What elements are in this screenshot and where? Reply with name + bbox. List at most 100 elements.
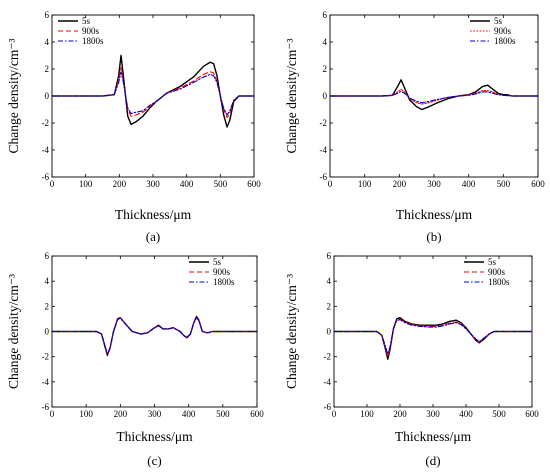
x-tick-label: 600 [531,179,545,189]
y-tick-label: 6 [323,10,328,20]
y-tick-label: 2 [45,301,50,311]
x-tick-label: 0 [332,409,337,419]
y-axis-label: Change density/cm⁻³ [284,38,299,153]
x-axis-label: Thickness/μm [395,429,472,444]
series-line-1800s [329,90,539,104]
x-tick-label: 100 [79,409,93,419]
x-tick-label: 300 [146,179,160,189]
x-tick-label: 200 [113,179,127,189]
legend-label-900s: 900s [494,26,512,36]
x-tick-label: 300 [427,179,441,189]
y-tick-label: 2 [327,301,332,311]
series-line-900s [51,316,258,356]
y-tick-label: -4 [320,145,328,155]
y-tick-label: -6 [324,402,332,412]
x-tick-label: 500 [216,409,230,419]
y-tick-label: 4 [45,276,50,286]
x-tick-label: 0 [50,179,55,189]
x-tick-label: 200 [393,179,407,189]
y-tick-label: 4 [327,276,332,286]
y-tick-label: -6 [42,402,50,412]
series-line-900s [329,88,539,105]
x-tick-label: 400 [182,409,196,419]
panel-label: (a) [146,229,160,244]
legend-label-1800s: 1800s [488,277,510,287]
series-line-5s [51,54,255,128]
x-tick-label: 400 [459,409,473,419]
y-tick-label: 0 [45,91,50,101]
y-tick-label: -6 [42,172,50,182]
x-tick-label: 400 [462,179,476,189]
chart-panel-3: 0 100 200 300 400 500 600 -6 -4 -2 0 2 4 6 5s900s1800s… [6,251,264,468]
y-tick-label: 2 [45,64,50,74]
panel-label: (c) [147,453,161,468]
y-tick-label: -4 [42,145,50,155]
x-tick-label: 0 [328,179,333,189]
y-tick-label: 0 [327,327,332,337]
x-axis-label: Thickness/μm [396,207,473,222]
chart-panel-1: 0 100 200 300 400 500 600 -6 -4 -2 0 2 4 6 5s900s1800s… [6,10,261,244]
series-line-1800s [51,71,255,116]
series-line-5s [333,316,533,360]
legend-label-1800s: 1800s [82,36,104,46]
panel-label: (b) [426,229,441,244]
legend-label-900s: 900s [213,267,231,277]
series-line-5s [51,315,258,357]
x-tick-label: 600 [525,409,539,419]
x-tick-label: 0 [50,409,55,419]
legend-label-5s: 5s [82,16,91,26]
legend-label-900s: 900s [488,267,506,277]
x-tick-label: 600 [247,179,261,189]
y-tick-label: -2 [42,118,50,128]
series-line-900s [51,67,255,119]
y-tick-label: -6 [320,172,328,182]
series-line-1800s [333,319,533,355]
y-tick-label: -2 [42,352,50,362]
x-tick-label: 500 [497,179,511,189]
y-tick-label: 4 [323,37,328,47]
x-tick-label: 500 [214,179,228,189]
y-axis-label: Change density/cm⁻³ [6,38,21,153]
y-tick-label: -4 [324,377,332,387]
series-line-5s [329,79,539,111]
y-tick-label: 0 [45,327,50,337]
y-tick-label: 0 [323,91,328,101]
panel-label: (d) [425,453,440,468]
y-axis-label: Change density/cm⁻³ [284,274,299,389]
x-tick-label: 400 [180,179,194,189]
y-tick-label: 6 [45,251,50,261]
y-tick-label: 4 [45,37,50,47]
y-axis-label: Change density/cm⁻³ [6,274,21,389]
x-tick-label: 100 [79,179,93,189]
legend-label-900s: 900s [82,26,100,36]
x-tick-label: 200 [114,409,128,419]
series-line-1800s [51,317,258,355]
x-tick-label: 100 [360,409,374,419]
y-tick-label: 6 [327,251,332,261]
y-tick-label: 2 [323,64,328,74]
x-tick-label: 500 [492,409,506,419]
legend-label-5s: 5s [488,257,497,267]
x-tick-label: 100 [358,179,372,189]
x-tick-label: 600 [250,409,264,419]
y-tick-label: -2 [324,352,332,362]
x-tick-label: 300 [426,409,440,419]
y-tick-label: 6 [45,10,50,20]
legend-label-1800s: 1800s [213,277,235,287]
y-tick-label: -2 [320,118,328,128]
series-line-900s [333,318,533,358]
legend-label-5s: 5s [494,16,503,26]
x-axis-label: Thickness/μm [116,429,193,444]
x-tick-label: 300 [148,409,162,419]
chart-panel-2: 0 100 200 300 400 500 600 -6 -4 -2 0 2 4 6 5s900s1800s… [284,10,545,244]
x-axis-label: Thickness/μm [115,207,192,222]
x-tick-label: 200 [393,409,407,419]
chart-panel-4: 0 100 200 300 400 500 600 -6 -4 -2 0 2 4 6 5s900s1800s… [284,251,539,468]
y-tick-label: -4 [42,377,50,387]
legend-label-5s: 5s [213,257,222,267]
